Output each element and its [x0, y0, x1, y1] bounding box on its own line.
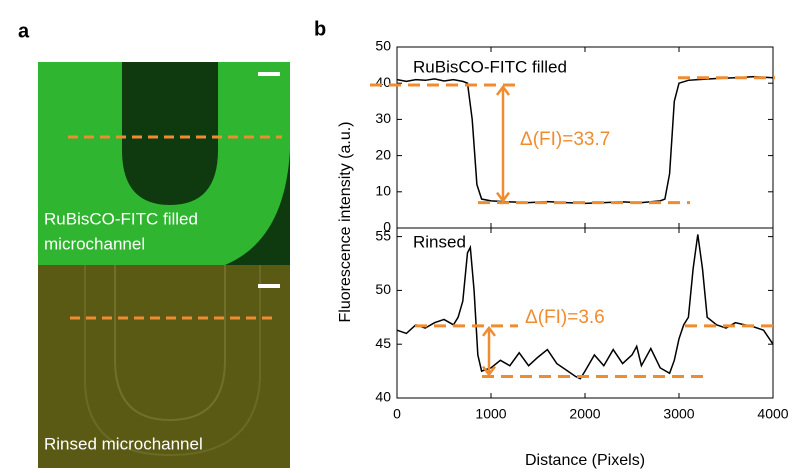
y-tick-label: 0	[383, 219, 391, 235]
x-tick-label: 0	[393, 406, 401, 422]
micrograph-rinsed: Rinsed microchannel	[38, 265, 290, 468]
y-tick-label: 40	[375, 74, 391, 90]
y-tick-label: 50	[375, 38, 391, 54]
image-caption: RuBisCO-FITC filled	[44, 209, 198, 228]
micrograph-filled: RuBisCO-FITC filled microchannel	[38, 62, 290, 265]
y-tick-label: 50	[375, 281, 391, 297]
y-tick-label: 55	[375, 227, 391, 243]
y-tick-label: 40	[375, 389, 391, 405]
image-background	[38, 265, 290, 468]
y-tick-label: 30	[375, 110, 391, 126]
x-tick-label: 1000	[475, 406, 506, 422]
arrow-head	[482, 365, 496, 377]
channel-outer	[84, 265, 261, 457]
channel	[122, 62, 218, 205]
panel-label: b	[314, 18, 326, 40]
x-tick-label: 3000	[663, 406, 694, 422]
y-axis-label: Fluorescence intensity (a.u.)	[337, 122, 354, 323]
arrow-head	[496, 84, 510, 96]
plot-title: RuBisCO-FITC filled	[413, 57, 567, 76]
image-caption: microchannel	[44, 234, 145, 253]
image-caption: Rinsed microchannel	[44, 434, 203, 453]
y-tick-label: 45	[375, 335, 391, 351]
x-axis-label: Distance (Pixels)	[525, 452, 645, 469]
y-tick-label: 10	[375, 183, 391, 199]
arrow-head	[496, 191, 510, 203]
profile-line	[396, 234, 774, 380]
x-tick-label: 2000	[569, 406, 600, 422]
x-tick-label: 4000	[757, 406, 788, 422]
arrow-head	[482, 325, 496, 337]
channel-outer	[225, 150, 290, 265]
annotation: Δ(FI)=33.7	[520, 129, 610, 150]
annotation: Δ(FI)=3.6	[525, 307, 605, 328]
y-tick-label: 20	[375, 146, 391, 162]
channel	[114, 265, 226, 422]
panel-label: a	[18, 20, 30, 42]
plot-title: Rinsed	[413, 232, 466, 251]
